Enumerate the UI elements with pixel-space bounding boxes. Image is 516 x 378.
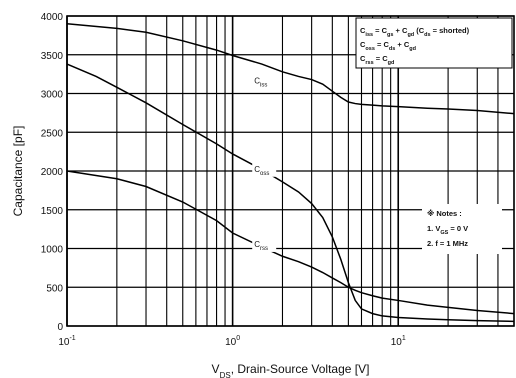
series-line-rss	[66, 170, 515, 315]
y-tick-label: 2500	[41, 128, 64, 139]
y-tick-label: 1000	[41, 245, 64, 256]
note-line: 1. VGS = 0 V	[427, 224, 468, 236]
curve-label-iss: Ciss	[254, 76, 267, 88]
curve-label-rss: Crss	[254, 240, 268, 252]
x-tick-label: 100	[225, 335, 240, 348]
y-tick-label: 3500	[41, 51, 64, 62]
x-tick-label: 101	[391, 335, 406, 348]
y-tick-label: 2000	[41, 167, 64, 178]
legend-box: Ciss = Cgs + Cgd (Cds = shorted) Coss = C…	[355, 17, 513, 69]
curve-label-bg	[252, 74, 277, 89]
note-line: 2. f = 1 MHz	[427, 239, 468, 248]
y-tick-label: 0	[57, 322, 63, 333]
note-line: ※ Notes :	[427, 209, 462, 218]
legend-box-frame	[355, 17, 513, 69]
x-tick-label: 10-1	[58, 335, 75, 348]
curve-label-oss: Coss	[254, 165, 269, 177]
plot-frame	[66, 15, 515, 327]
legend-line: Ciss = Cgs + Cgd (Cds = shorted)	[360, 26, 470, 38]
y-tick-label: 1500	[41, 206, 64, 217]
tick-labels: 0 500 1000 1500 2000 2500 3000 3500 4000 10-1 100 1…	[41, 12, 406, 348]
series-line-iss	[66, 23, 515, 115]
notes-box-bg	[422, 204, 502, 254]
y-tick-label: 3000	[41, 90, 64, 101]
curves	[66, 23, 515, 323]
y-tick-label: 4000	[41, 12, 64, 23]
curve-label-bg	[252, 162, 277, 177]
curve-labels: Ciss Coss Crss	[252, 74, 277, 252]
legend-line: Coss = Cds + Cgd	[360, 40, 416, 52]
notes-box: ※ Notes : 1. VGS = 0 V 2. f = 1 MHz	[422, 204, 502, 254]
x-axis-title: VDS, Drain-Source Voltage [V]	[212, 362, 370, 378]
series-line-oss	[66, 63, 515, 323]
curve-label-bg	[252, 237, 277, 252]
y-axis-title: Capacitance [pF]	[11, 126, 25, 217]
legend-line: Crss = Cgd	[360, 54, 394, 66]
y-tick-label: 500	[46, 283, 63, 294]
